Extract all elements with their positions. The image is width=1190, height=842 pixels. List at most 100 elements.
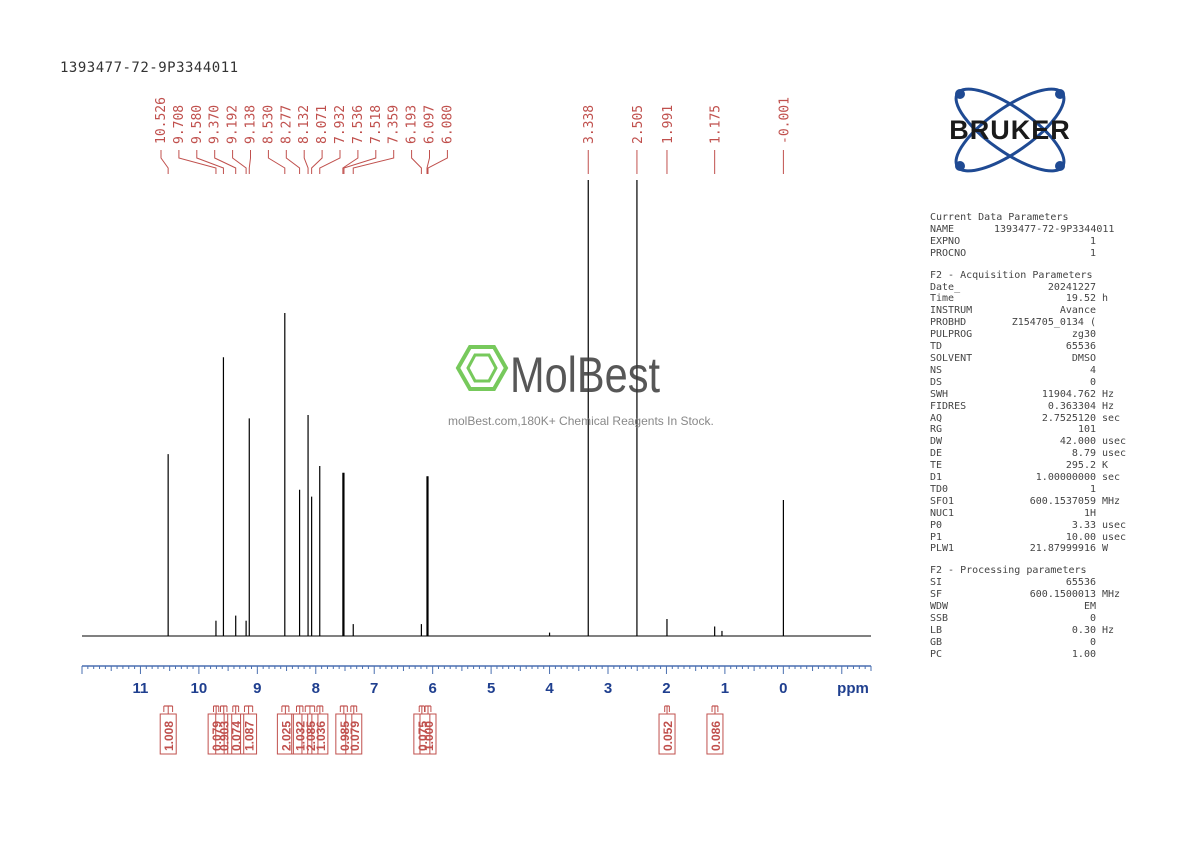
- param-value: 600.1500013: [1029, 589, 1096, 601]
- param-unit: W: [1102, 543, 1109, 555]
- acquisition-parameters-panel: Current Data Parameters NAME 1393477-72-9…: [930, 212, 1130, 671]
- param-key: DS: [930, 376, 943, 388]
- bruker-logo: BRUKER: [949, 87, 1071, 173]
- section-title: F2 - Processing parameters: [930, 565, 1087, 577]
- param-row-name: NAME 1393477-72-9P3344011: [930, 224, 1130, 236]
- x-tick-label: 7: [370, 680, 378, 697]
- param-row-gb: GB 0: [930, 637, 1130, 649]
- sample-id-title: 1393477-72-9P3344011: [60, 60, 239, 76]
- param-unit: usec: [1102, 519, 1127, 531]
- peak-label: 8.071: [315, 105, 330, 144]
- param-row-probhd: PROBHD Z154705_0134 (: [930, 317, 1130, 329]
- param-key: TD0: [930, 483, 949, 495]
- param-row-si: SI 65536: [930, 577, 1130, 589]
- peak-label: 9.138: [244, 105, 259, 144]
- integral-value: 0.079: [210, 721, 224, 751]
- param-row-date: Date_ 20241227: [930, 282, 1130, 294]
- param-row-aq: AQ 2.7525120 sec: [930, 413, 1130, 425]
- param-key: NS: [930, 364, 943, 376]
- param-value: 0: [1089, 376, 1096, 388]
- integral-value: 0.903: [218, 721, 232, 751]
- param-key: PULPROG: [930, 329, 973, 341]
- param-key: SWH: [930, 388, 949, 400]
- param-value: Z154705_0134 (: [1011, 317, 1096, 329]
- peak-label-layer: 10.526 9.708 9.580 9.370 9.192 9.138 8.530 8.27…: [154, 97, 792, 174]
- molbest-watermark: MolBest: [455, 345, 660, 402]
- param-row-procno: PROCNO 1: [930, 248, 1130, 260]
- param-key: DE: [930, 448, 943, 460]
- param-value: 65536: [1065, 341, 1096, 353]
- integral-value: 2.085: [304, 721, 318, 751]
- param-value: 0.30: [1071, 624, 1096, 636]
- param-key: P1: [930, 531, 943, 543]
- x-tick-label: 4: [545, 680, 554, 697]
- param-unit: MHz: [1102, 495, 1121, 507]
- peak-label: 1.991: [661, 105, 676, 144]
- peak-label: 7.518: [369, 105, 384, 144]
- peak-label-connector: [427, 150, 448, 174]
- param-row-time: Time 19.52 h: [930, 293, 1130, 305]
- param-row-rg: RG 101: [930, 424, 1130, 436]
- x-tick-label: 2: [662, 680, 670, 697]
- integral-value: 1.087: [243, 721, 257, 751]
- x-tick-label: 10: [191, 680, 208, 697]
- integral-value: 2.025: [279, 721, 293, 751]
- peak-label: 7.359: [387, 105, 402, 144]
- param-row-p0: P0 3.33 usec: [930, 520, 1130, 532]
- peak-label: 8.132: [297, 105, 312, 144]
- x-tick-label: 11: [133, 680, 149, 697]
- peak-label-connector: [303, 150, 309, 174]
- x-tick-label: 6: [428, 680, 436, 697]
- peak-label-connector: [178, 150, 217, 174]
- param-value: 1.00: [1071, 648, 1096, 660]
- param-value: 1393477-72-9P3344011: [994, 223, 1115, 235]
- peak-label-connector: [267, 150, 286, 174]
- param-value: DMSO: [1071, 352, 1096, 364]
- param-unit: sec: [1102, 472, 1121, 484]
- param-row-pulprog: PULPROG zg30: [930, 329, 1130, 341]
- param-row-lb: LB 0.30 Hz: [930, 625, 1130, 637]
- x-axis-label: ppm: [837, 680, 869, 697]
- param-row-d1: D1 1.00000000 sec: [930, 472, 1130, 484]
- integral-box: [291, 713, 309, 755]
- x-tick-label: 5: [487, 680, 495, 697]
- param-row-nuc1: NUC1 1H: [930, 508, 1130, 520]
- peak-label-connector: [426, 150, 430, 174]
- param-key: WDW: [930, 601, 949, 613]
- param-key: TE: [930, 460, 943, 472]
- peak-label: 9.580: [190, 105, 205, 144]
- param-unit: Hz: [1102, 388, 1115, 400]
- integral-value: 0.052: [661, 721, 675, 751]
- param-key: EXPNO: [930, 235, 961, 247]
- param-value: 19.52: [1065, 293, 1096, 305]
- param-row-ds: DS 0: [930, 377, 1130, 389]
- peak-label: 2.505: [631, 105, 646, 144]
- param-key: SFO1: [930, 495, 955, 507]
- param-row-sf: SF 600.1500013 MHz: [930, 589, 1130, 601]
- x-tick-label: 9: [253, 680, 261, 697]
- integral-box: [706, 713, 724, 755]
- integral-value: 0.985: [338, 721, 352, 751]
- integral-value: 1.008: [162, 721, 176, 751]
- x-tick-label: 1: [721, 680, 729, 697]
- param-row-de: DE 8.79 usec: [930, 448, 1130, 460]
- param-value: 101: [1077, 424, 1096, 436]
- param-row-td0: TD0 1: [930, 484, 1130, 496]
- peak-label: 7.932: [333, 105, 348, 144]
- param-row-pc: PC 1.00: [930, 649, 1130, 661]
- peak-label-connector: [232, 150, 247, 174]
- current-data-parameters: Current Data Parameters NAME 1393477-72-9…: [930, 212, 1130, 260]
- bruker-logo-text: BRUKER: [949, 115, 1071, 145]
- param-key: NUC1: [930, 507, 955, 519]
- param-unit: usec: [1102, 448, 1127, 460]
- param-key: Time: [930, 293, 955, 305]
- integral-value: 0.086: [709, 721, 723, 751]
- peak-label: 10.526: [154, 97, 169, 144]
- param-value: 42.000: [1059, 436, 1096, 448]
- param-row-te: TE 295.2 K: [930, 460, 1130, 472]
- param-key: PROCNO: [930, 247, 967, 259]
- param-value: Avance: [1059, 305, 1096, 317]
- param-row-solvent: SOLVENT DMSO: [930, 353, 1130, 365]
- param-row-wdw: WDW EM: [930, 601, 1130, 613]
